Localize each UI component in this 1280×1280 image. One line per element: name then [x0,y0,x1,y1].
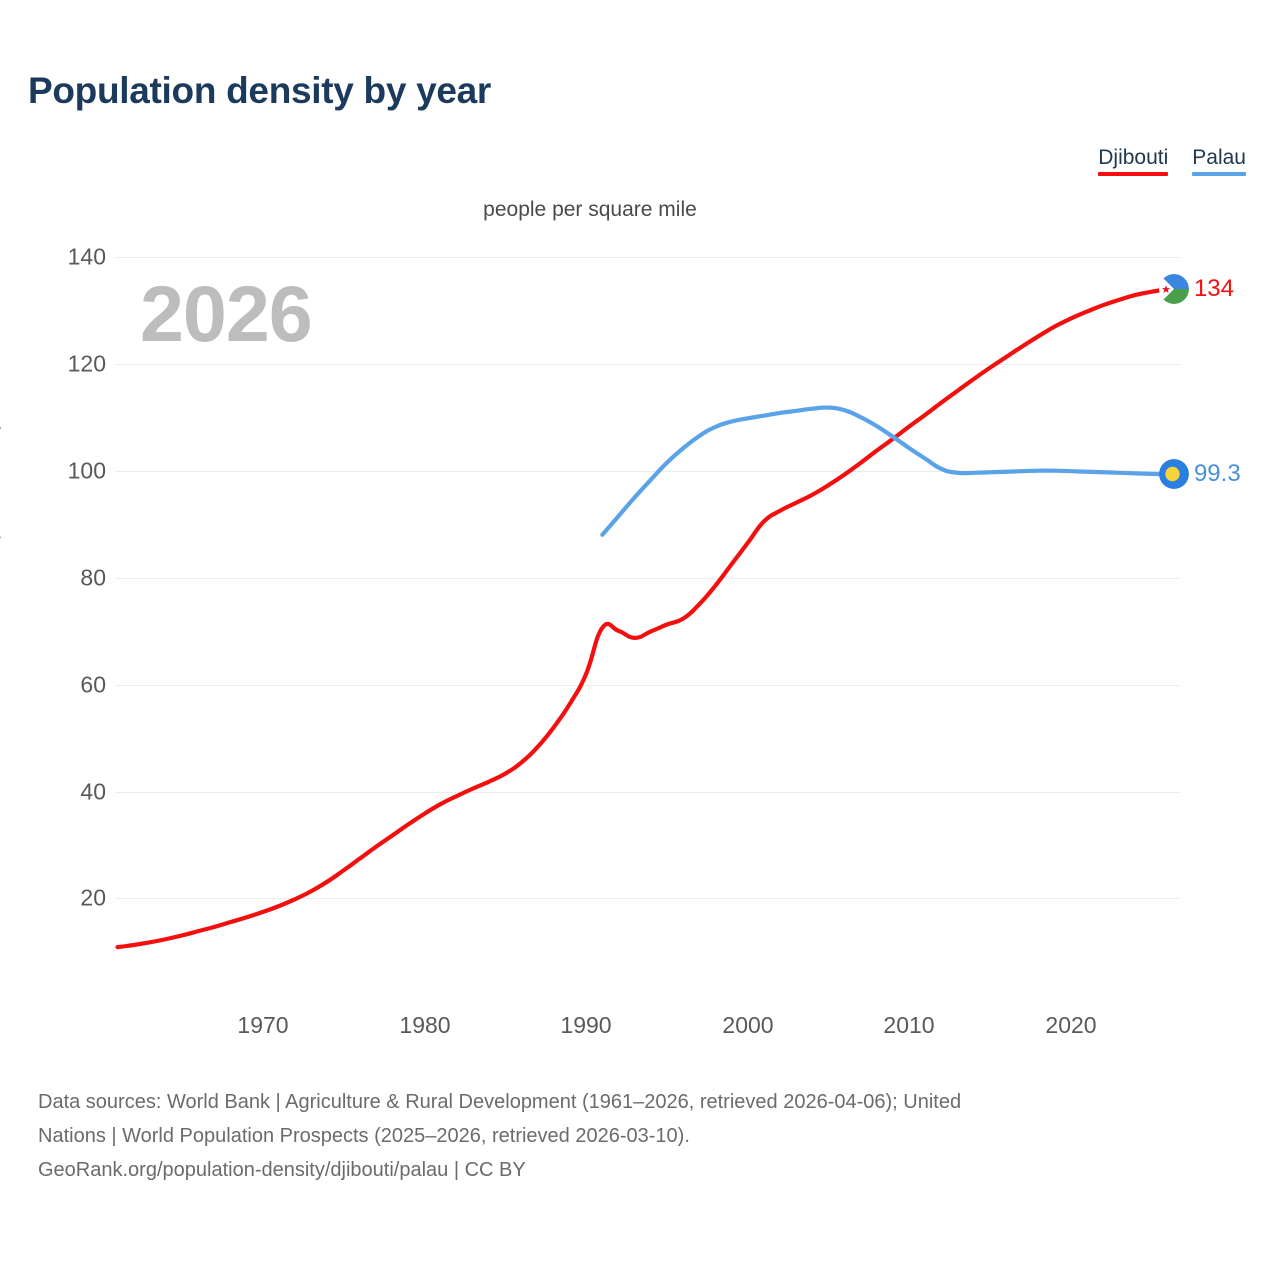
legend-item-djibouti[interactable]: Djibouti [1098,146,1169,176]
flag-badge-djibouti [1158,274,1189,305]
y-tick-80: 80 [80,564,106,591]
legend-item-palau[interactable]: Palau [1192,146,1246,176]
series-lines [115,286,1171,950]
palau-flag-icon [1158,459,1189,490]
year-watermark: 2026 [140,269,313,358]
footer-line-2: Nations | World Population Prospects (20… [38,1125,690,1147]
y-tick-100: 100 [67,457,106,484]
end-label-djibouti: 134 [1193,275,1234,303]
end-label-palau: 99.3 [1193,460,1241,488]
x-tick-1970: 1970 [237,1012,289,1038]
legend-label-palau: Palau [1192,146,1246,169]
legend-rule-djibouti [1098,172,1169,176]
footer-line-1: Data sources: World Bank | Agriculture &… [38,1091,962,1113]
x-tick-2010: 2010 [883,1012,935,1038]
line-palau [600,405,1171,537]
page-title: Population density by year [28,70,492,111]
gridline-40 [115,792,1180,793]
y-tick-120: 120 [67,350,106,377]
y-tick-140: 140 [67,243,106,270]
x-tick-1990: 1990 [560,1012,612,1038]
gridline-20 [115,898,1180,899]
gridline-140 [115,257,1180,258]
gridline-60 [115,685,1180,686]
gridline-80 [115,578,1180,579]
line-djibouti [115,286,1171,950]
chart-subtitle: people per square mile [483,198,697,221]
legend-label-djibouti: Djibouti [1098,146,1169,169]
x-tick-1980: 1980 [399,1012,451,1038]
flag-badge-palau [1158,459,1189,490]
footer-sources: Data sources: World Bank | Agriculture &… [38,1085,1260,1187]
y-tick-20: 20 [80,884,106,911]
chart-legend: Djibouti Palau [1098,146,1246,176]
x-tick-2020: 2020 [1045,1012,1097,1038]
djibouti-flag-icon [1158,274,1189,305]
legend-rule-palau [1192,172,1246,176]
footer-line-3: GeoRank.org/population-density/djibouti/… [38,1159,526,1181]
gridline-120 [115,364,1180,365]
x-tick-2000: 2000 [722,1012,774,1038]
gridline-100 [115,471,1180,472]
y-tick-60: 60 [80,671,106,698]
plot-area: Population density 140 120 100 80 60 40 … [0,243,1241,1039]
y-tick-40: 40 [80,778,106,805]
